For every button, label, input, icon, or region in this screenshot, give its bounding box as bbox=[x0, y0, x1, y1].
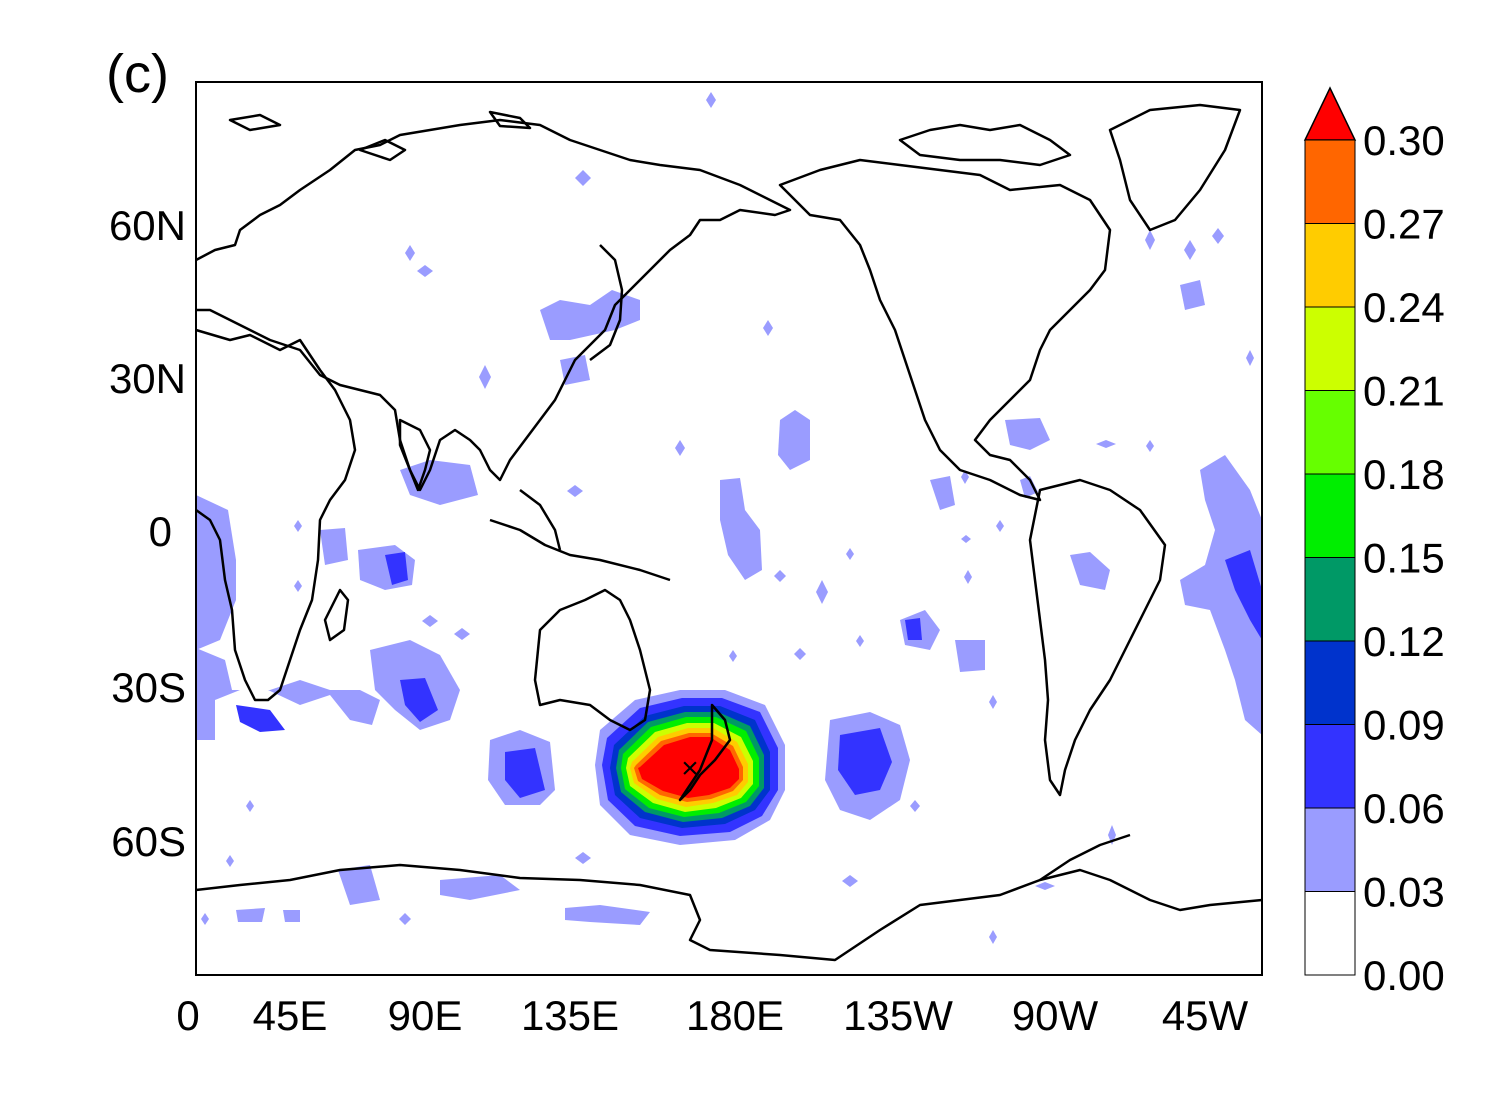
colorbar-box bbox=[1304, 724, 1356, 809]
colorbar-max-triangle bbox=[1303, 86, 1357, 141]
contour-fill-0.03 bbox=[196, 280, 1262, 925]
contour-spots bbox=[201, 92, 1254, 944]
colorbar: 0.00 0.03 0.06 0.09 0.12 0.15 0.18 0.21 0.24 0.27… bbox=[1303, 86, 1445, 999]
colorbar-level-label: 0.09 bbox=[1363, 702, 1445, 749]
coast-india bbox=[398, 418, 432, 492]
colorbar-box bbox=[1304, 223, 1356, 308]
colorbar-box bbox=[1304, 891, 1356, 976]
y-tick-label: 30S bbox=[111, 664, 186, 711]
x-tick-label: 90W bbox=[1012, 992, 1099, 1039]
colorbar-level-label: 0.15 bbox=[1363, 535, 1445, 582]
coast-south-america bbox=[1028, 478, 1167, 797]
coast-australia bbox=[533, 588, 652, 732]
map-panel: × bbox=[195, 81, 1263, 976]
y-tick-label: 0 bbox=[149, 508, 172, 555]
coast-africa bbox=[195, 328, 357, 702]
y-tick-label: 60N bbox=[109, 202, 186, 249]
colorbar-box bbox=[1304, 139, 1356, 224]
colorbar-level-label: 0.06 bbox=[1363, 785, 1445, 832]
panel-label: (c) bbox=[106, 44, 169, 104]
colorbar-labels: 0.00 0.03 0.06 0.09 0.12 0.15 0.18 0.21 0.24 0.27… bbox=[1363, 117, 1445, 999]
x-tick-label: 135E bbox=[521, 992, 619, 1039]
x-tick-label: 90E bbox=[388, 992, 463, 1039]
coast-greenland bbox=[1108, 103, 1242, 232]
colorbar-box bbox=[1304, 473, 1356, 558]
coast-nz bbox=[678, 703, 732, 802]
colorbar-level-label: 0.21 bbox=[1363, 368, 1445, 415]
x-tick-label: 0 bbox=[176, 992, 199, 1039]
coast-north-america bbox=[778, 158, 1112, 502]
colorbar-level-label: 0.12 bbox=[1363, 618, 1445, 665]
contour-core bbox=[595, 690, 785, 845]
coast-japan bbox=[589, 244, 624, 361]
location-marker: × bbox=[681, 752, 699, 785]
y-axis: 60N 30N 0 30S 60S bbox=[109, 202, 186, 865]
colorbar-box bbox=[1304, 640, 1356, 725]
colorbar-box bbox=[1304, 807, 1356, 892]
colorbar-level-label: 0.30 bbox=[1363, 117, 1445, 164]
coast-eurasia bbox=[195, 118, 792, 492]
x-axis: 0 45E 90E 135E 180E 135W 90W 45W bbox=[176, 992, 1248, 1039]
colorbar-box bbox=[1304, 390, 1356, 475]
x-tick-label: 45W bbox=[1162, 992, 1249, 1039]
colorbar-box bbox=[1304, 306, 1356, 391]
coast-indonesia bbox=[489, 518, 671, 582]
y-tick-label: 60S bbox=[111, 818, 186, 865]
colorbar-boxes bbox=[1304, 139, 1356, 976]
y-tick-label: 30N bbox=[109, 355, 186, 402]
coast-madagascar bbox=[323, 588, 350, 642]
x-tick-label: 135W bbox=[843, 992, 953, 1039]
coast-antarctica bbox=[195, 863, 1263, 962]
colorbar-level-label: 0.27 bbox=[1363, 201, 1445, 248]
map-frame bbox=[195, 81, 1263, 976]
colorbar-level-label: 0.24 bbox=[1363, 284, 1445, 331]
coastlines bbox=[195, 103, 1263, 962]
x-tick-label: 180E bbox=[686, 992, 784, 1039]
contour-fill-0.06 bbox=[236, 550, 1262, 798]
x-tick-label: 45E bbox=[253, 992, 328, 1039]
colorbar-box bbox=[1304, 557, 1356, 642]
colorbar-level-label: 0.18 bbox=[1363, 451, 1445, 498]
colorbar-level-label: 0.00 bbox=[1363, 952, 1445, 999]
colorbar-level-label: 0.03 bbox=[1363, 869, 1445, 916]
